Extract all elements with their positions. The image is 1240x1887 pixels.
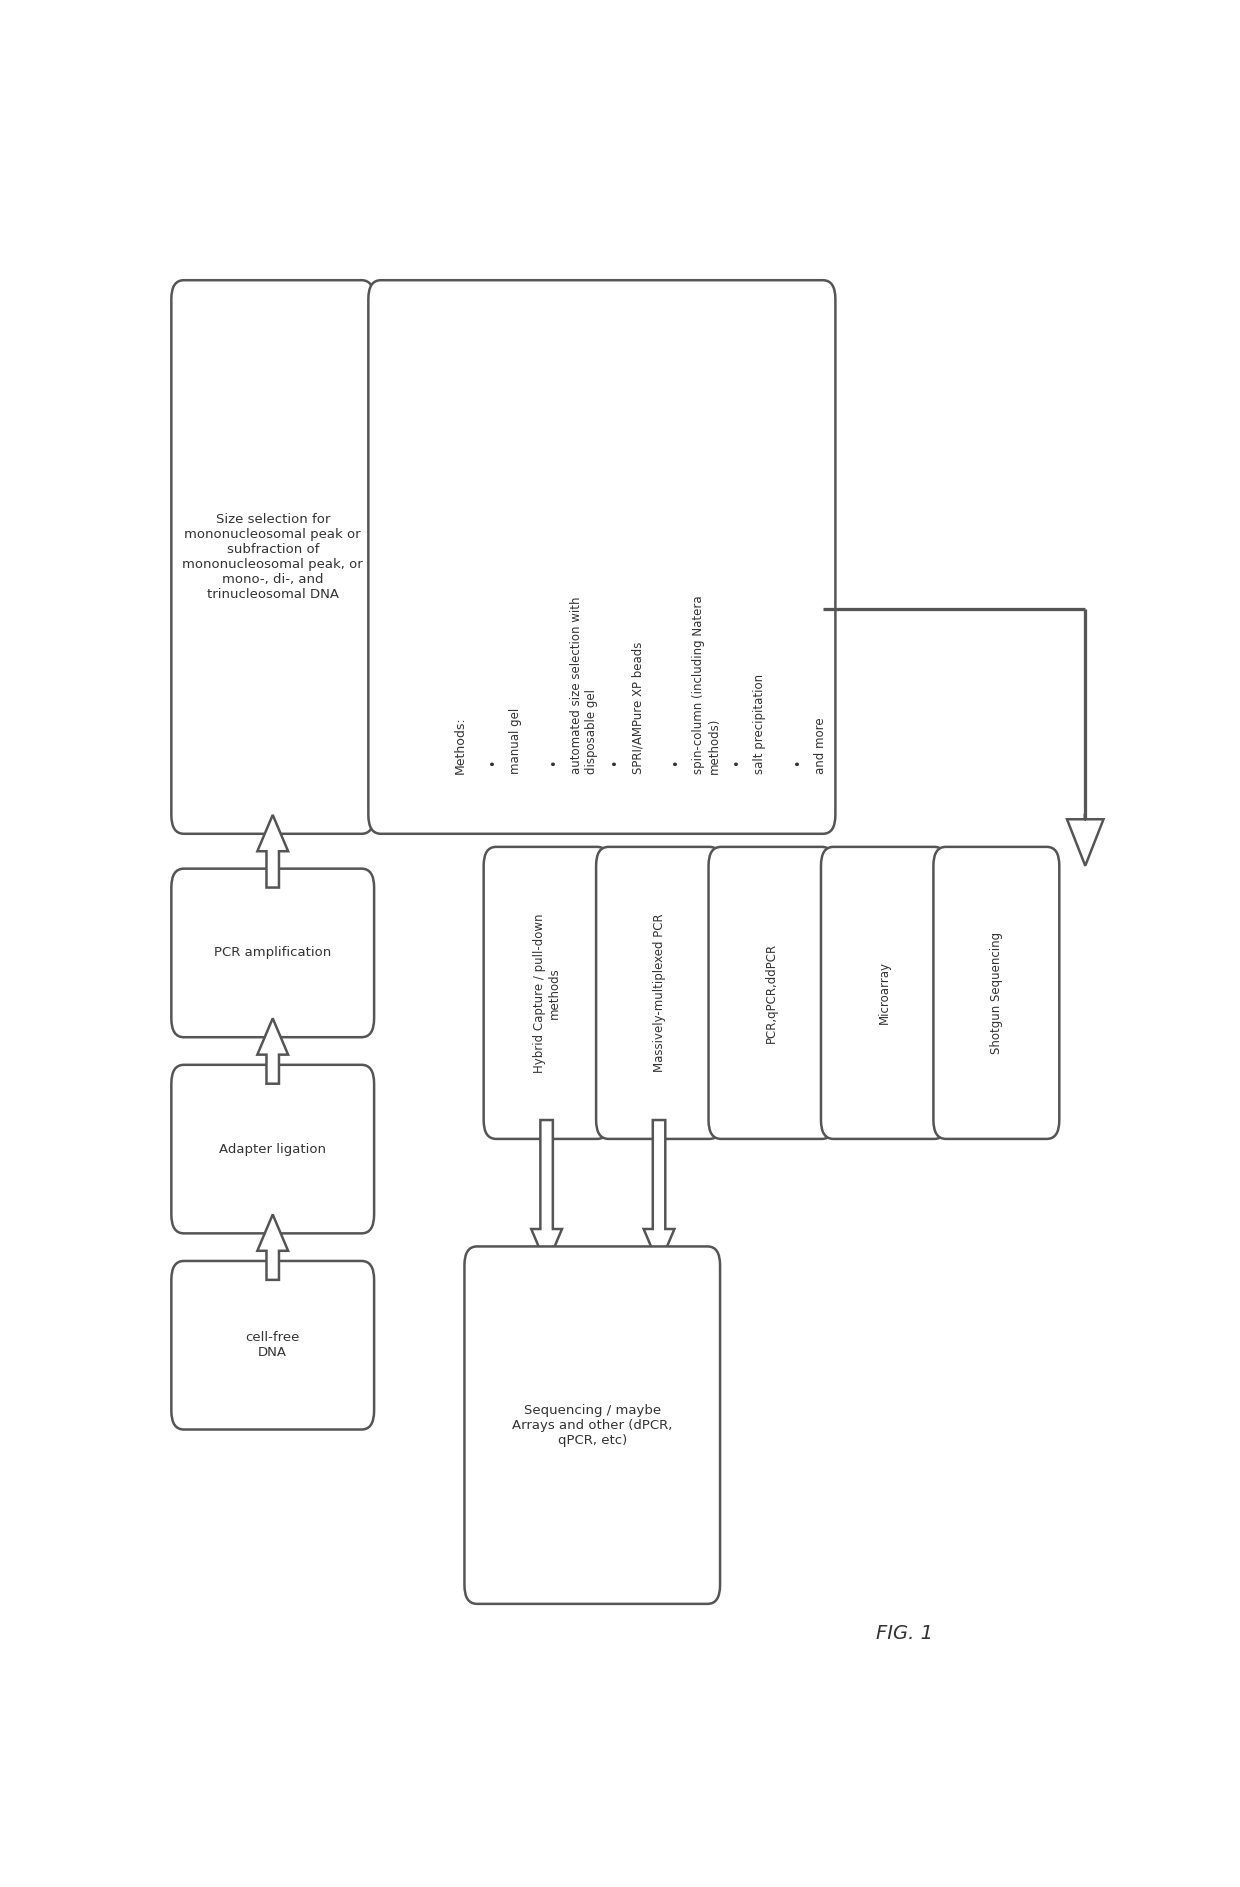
Polygon shape (531, 1121, 562, 1266)
FancyBboxPatch shape (484, 847, 610, 1140)
FancyBboxPatch shape (821, 847, 947, 1140)
Text: Hybrid Capture / pull-down
methods: Hybrid Capture / pull-down methods (533, 913, 560, 1072)
Text: Sequencing / maybe
Arrays and other (dPCR,
qPCR, etc): Sequencing / maybe Arrays and other (dPC… (512, 1404, 672, 1447)
Text: •: • (730, 759, 744, 766)
Text: manual gel: manual gel (510, 708, 522, 774)
Polygon shape (258, 1019, 288, 1083)
Text: •: • (791, 759, 805, 766)
Text: automated size selection with
disposable gel: automated size selection with disposable… (570, 596, 599, 774)
Text: •: • (486, 759, 500, 766)
Polygon shape (258, 1215, 288, 1279)
Text: FIG. 1: FIG. 1 (877, 1625, 932, 1644)
FancyBboxPatch shape (171, 1064, 374, 1234)
Polygon shape (644, 1121, 675, 1266)
Polygon shape (1066, 815, 1104, 866)
Text: •: • (548, 759, 560, 766)
FancyBboxPatch shape (708, 847, 835, 1140)
Text: •: • (670, 759, 682, 766)
Text: salt precipitation: salt precipitation (754, 674, 766, 774)
FancyBboxPatch shape (465, 1247, 720, 1604)
Text: Microarray: Microarray (878, 960, 890, 1025)
FancyBboxPatch shape (171, 868, 374, 1038)
Text: spin-column (including Natera
methods): spin-column (including Natera methods) (692, 594, 720, 774)
Text: SPRI/AMPure XP beads: SPRI/AMPure XP beads (631, 642, 645, 774)
Text: and more: and more (815, 717, 827, 774)
Text: •: • (609, 759, 621, 766)
Text: PCR,qPCR,ddPCR: PCR,qPCR,ddPCR (765, 944, 777, 1044)
FancyBboxPatch shape (934, 847, 1059, 1140)
FancyBboxPatch shape (596, 847, 722, 1140)
FancyBboxPatch shape (171, 1261, 374, 1430)
Text: Methods:: Methods: (454, 715, 467, 774)
Text: PCR amplification: PCR amplification (215, 947, 331, 959)
Text: Shotgun Sequencing: Shotgun Sequencing (990, 932, 1003, 1055)
Text: cell-free
DNA: cell-free DNA (246, 1330, 300, 1359)
Text: Massively-multiplexed PCR: Massively-multiplexed PCR (652, 913, 666, 1072)
Polygon shape (258, 815, 288, 887)
FancyBboxPatch shape (171, 279, 374, 834)
Text: Size selection for
mononucleosomal peak or
subfraction of
mononucleosomal peak, : Size selection for mononucleosomal peak … (182, 513, 363, 600)
FancyBboxPatch shape (368, 279, 836, 834)
Text: Adapter ligation: Adapter ligation (219, 1144, 326, 1155)
